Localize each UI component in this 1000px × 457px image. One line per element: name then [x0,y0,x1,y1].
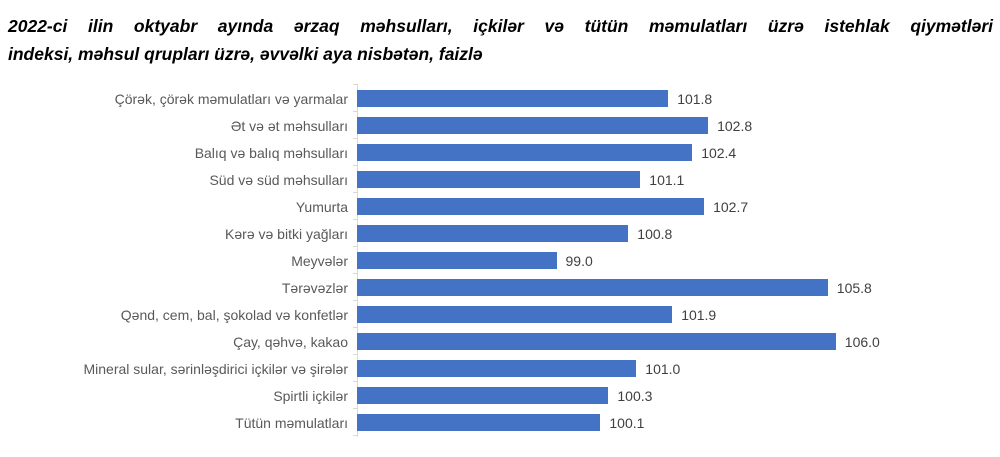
bar-row: Çörək, çörək məmulatları və yarmalar 101… [0,85,1000,112]
bar [357,387,609,404]
bar [357,198,705,215]
value-label: 102.8 [717,117,753,134]
category-label: Mineral sular, sərinləşdirici içkilər və… [83,360,348,377]
bar-row: Ət və ət məhsulları 102.8 [0,112,1000,139]
category-label: Qənd, cem, bal, şokolad və konfetlər [120,306,348,323]
value-label: 105.8 [836,279,872,296]
bar-row: Tərəvəzlər 105.8 [0,274,1000,301]
value-label: 100.8 [637,225,673,242]
bar-track: 100.1 [357,409,1000,436]
category-label: Ət və ət məhsulları [230,117,348,134]
category-label: Tütün məmulatları [235,414,348,431]
value-label: 101.0 [645,360,681,377]
bar [357,306,673,323]
value-label: 101.9 [681,306,717,323]
value-label: 100.3 [617,387,653,404]
bar-row: Balıq və balıq məhsulları 102.4 [0,139,1000,166]
value-label: 100.1 [609,414,645,431]
category-label: Spirtli içkilər [273,387,348,404]
y-axis-ticks [353,84,357,437]
bar-track: 101.9 [357,301,1000,328]
bar-track: 100.3 [357,382,1000,409]
bar [357,117,709,134]
bar [357,360,637,377]
bar-track: 101.1 [357,166,1000,193]
bar [357,144,693,161]
bar [357,252,557,269]
bar [357,90,669,107]
category-label: Kərə və bitki yağları [225,225,348,242]
value-label: 102.7 [713,198,749,215]
bar [357,414,601,431]
value-label: 101.8 [677,90,713,107]
bar-track: 106.0 [357,328,1000,355]
bar-track: 101.8 [357,85,1000,112]
bar-track: 105.8 [357,274,1000,301]
chart-title: 2022-ci ilin oktyabr ayında ərzaq məhsul… [8,12,993,68]
bar [357,225,629,242]
value-label: 102.4 [701,144,737,161]
bar-row: Kərə və bitki yağları 100.8 [0,220,1000,247]
bar-row: Meyvələr 99.0 [0,247,1000,274]
category-label: Balıq və balıq məhsulları [194,144,348,161]
category-label: Çörək, çörək məmulatları və yarmalar [114,90,348,107]
category-label: Süd və süd məhsulları [209,171,348,188]
bar-row: Mineral sular, sərinləşdirici içkilər və… [0,355,1000,382]
category-label: Tərəvəzlər [281,279,348,296]
category-label: Yumurta [295,198,348,215]
bar-track: 99.0 [357,247,1000,274]
bar-row: Spirtli içkilər 100.3 [0,382,1000,409]
bar-row: Çay, qəhvə, kakao 106.0 [0,328,1000,355]
bar [357,171,641,188]
bar-track: 102.8 [357,112,1000,139]
value-label: 106.0 [844,333,880,350]
category-label: Çay, qəhvə, kakao [233,333,348,350]
chart-rows: Çörək, çörək məmulatları və yarmalar 101… [0,85,1000,436]
bar-chart: Çörək, çörək məmulatları və yarmalar 101… [0,84,1000,437]
bar [357,333,836,350]
chart-title-line2: indeksi, məhsul qrupları üzrə, əvvəlki a… [8,44,483,64]
bar-row: Tütün məmulatları 100.1 [0,409,1000,436]
category-label: Meyvələr [291,252,348,269]
bar-track: 102.7 [357,193,1000,220]
chart-title-line1: 2022-ci ilin oktyabr ayında ərzaq məhsul… [8,16,993,36]
bar-row: Yumurta 102.7 [0,193,1000,220]
value-label: 101.1 [649,171,685,188]
bar-row: Qənd, cem, bal, şokolad və konfetlər 101… [0,301,1000,328]
bar [357,279,828,296]
bar-row: Süd və süd məhsulları 101.1 [0,166,1000,193]
bar-track: 100.8 [357,220,1000,247]
value-label: 99.0 [565,252,593,269]
bar-track: 102.4 [357,139,1000,166]
bar-track: 101.0 [357,355,1000,382]
